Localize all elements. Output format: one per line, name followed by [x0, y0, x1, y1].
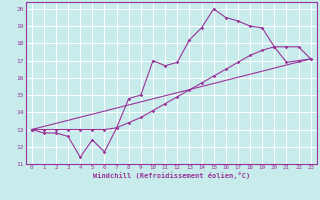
X-axis label: Windchill (Refroidissement éolien,°C): Windchill (Refroidissement éolien,°C) — [92, 172, 250, 179]
